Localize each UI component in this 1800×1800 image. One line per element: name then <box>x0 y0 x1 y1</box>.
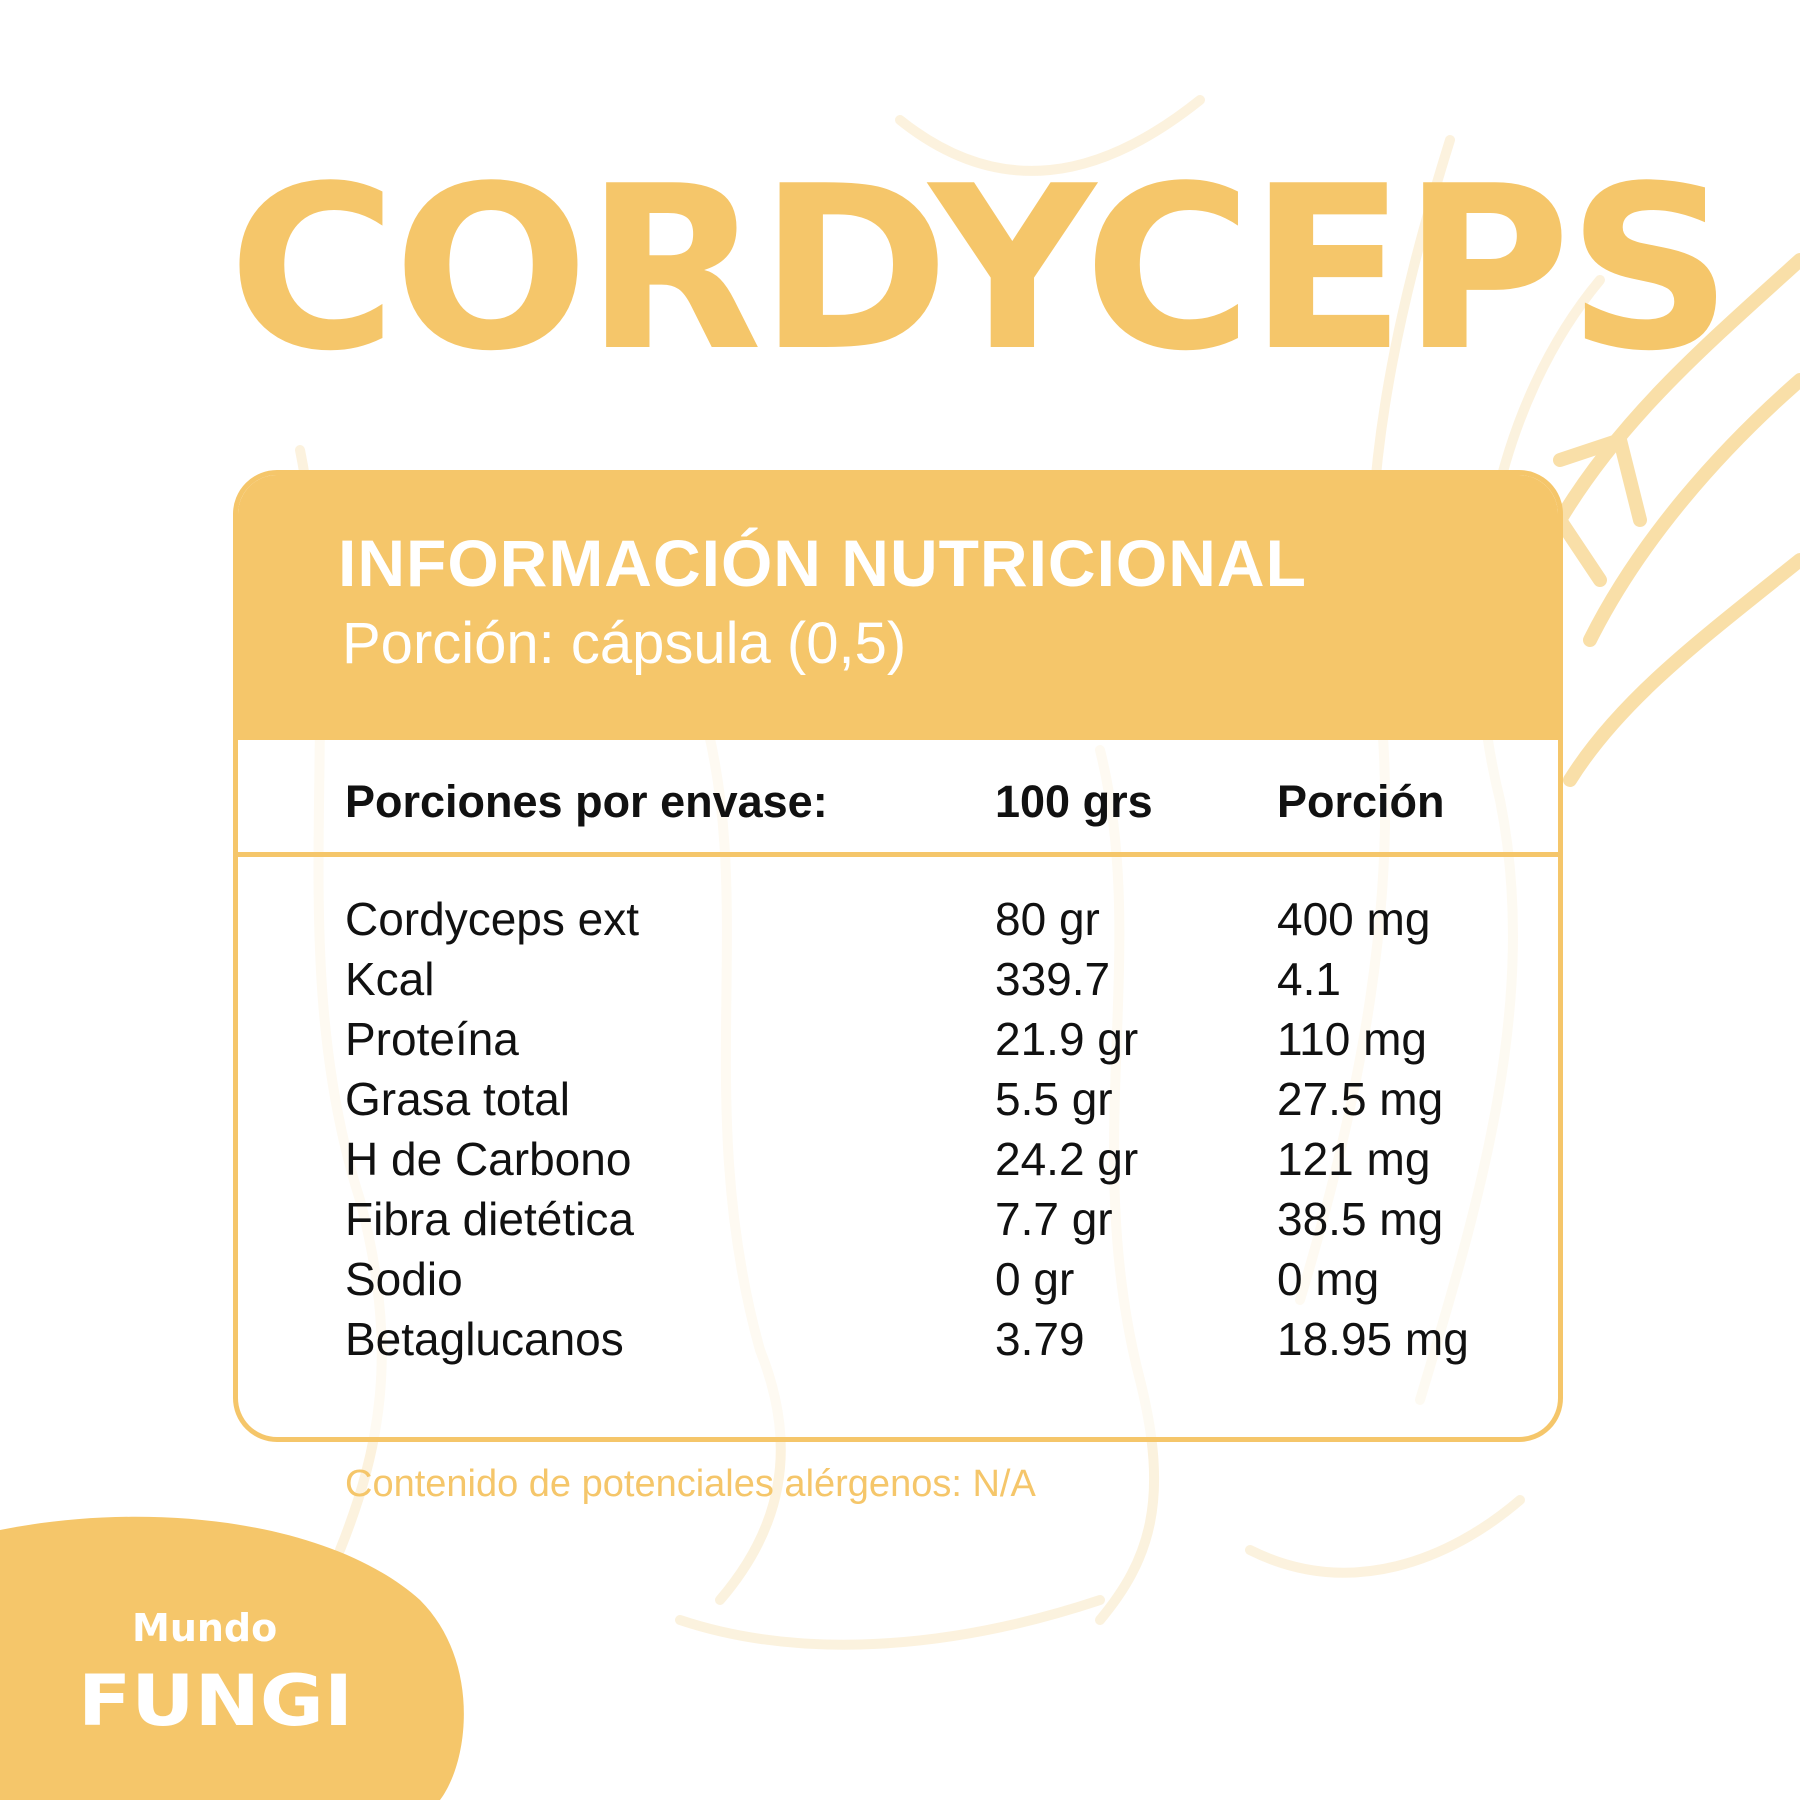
value-portion: 110 mg <box>1277 1013 1428 1065</box>
column-header-100g: 100 grs <box>995 776 1153 827</box>
table-row: Betaglucanos 3.79 18.95 mg <box>238 1309 1558 1369</box>
table-header: Porciones por envase: 100 grs Porción <box>238 740 1558 857</box>
allergen-note: Contenido de potenciales alérgenos: N/A <box>345 1463 1036 1505</box>
logo-blob <box>0 1516 464 1800</box>
nutrition-card-header: INFORMACIÓN NUTRICIONAL Porción: cápsula… <box>238 475 1558 740</box>
value-100g: 80 gr <box>995 893 1100 945</box>
table-row: Fibra dietética 7.7 gr 38.5 mg <box>238 1189 1558 1249</box>
table-row: H de Carbono 24.2 gr 121 mg <box>238 1129 1558 1189</box>
nutrient-name: Grasa total <box>345 1073 570 1125</box>
table-row: Cordyceps ext 80 gr 400 mg <box>238 889 1558 949</box>
value-portion: 4.1 <box>1277 953 1341 1005</box>
table-row: Sodio 0 gr 0 mg <box>238 1249 1558 1309</box>
table-body: Cordyceps ext 80 gr 400 mg Kcal 339.7 4.1 Pr… <box>238 857 1558 1369</box>
column-header-portion: Porción <box>1277 776 1445 827</box>
table-row: Grasa total 5.5 gr 27.5 mg <box>238 1069 1558 1129</box>
nutrient-name: Kcal <box>345 953 435 1005</box>
value-portion: 27.5 mg <box>1277 1073 1444 1125</box>
table-row: Kcal 339.7 4.1 <box>238 949 1558 1009</box>
value-100g: 3.79 <box>995 1313 1085 1365</box>
mundo-fungi-logo: Mundo FUNGI <box>78 1606 353 1730</box>
column-header-nutrient: Porciones por envase: <box>345 776 828 827</box>
nutrient-name: Betaglucanos <box>345 1313 624 1365</box>
value-100g: 339.7 <box>995 953 1111 1005</box>
nutrient-name: H de Carbono <box>345 1133 632 1185</box>
nutrition-heading: INFORMACIÓN NUTRICIONAL <box>338 526 1307 600</box>
value-portion: 121 mg <box>1277 1133 1431 1185</box>
nutrient-name: Cordyceps ext <box>345 893 640 945</box>
table-row: Proteína 21.9 gr 110 mg <box>238 1009 1558 1069</box>
nutrition-card: INFORMACIÓN NUTRICIONAL Porción: cápsula… <box>233 470 1563 1442</box>
logo-line2: FUNGI <box>78 1660 353 1730</box>
nutrient-name: Proteína <box>345 1013 519 1065</box>
value-portion: 0 mg <box>1277 1253 1380 1305</box>
value-100g: 5.5 gr <box>995 1073 1113 1125</box>
logo-line1: Mundo <box>132 1606 277 1650</box>
value-100g: 24.2 gr <box>995 1133 1139 1185</box>
value-portion: 38.5 mg <box>1277 1193 1444 1245</box>
value-portion: 18.95 mg <box>1277 1313 1469 1365</box>
nutrient-name: Fibra dietética <box>345 1193 634 1245</box>
value-100g: 7.7 gr <box>995 1193 1113 1245</box>
serving-size: Porción: cápsula (0,5) <box>342 611 907 676</box>
nutrient-name: Sodio <box>345 1253 463 1305</box>
value-100g: 21.9 gr <box>995 1013 1139 1065</box>
value-100g: 0 gr <box>995 1253 1075 1305</box>
product-title: CORDYCEPS <box>228 138 1733 401</box>
value-portion: 400 mg <box>1277 893 1431 945</box>
